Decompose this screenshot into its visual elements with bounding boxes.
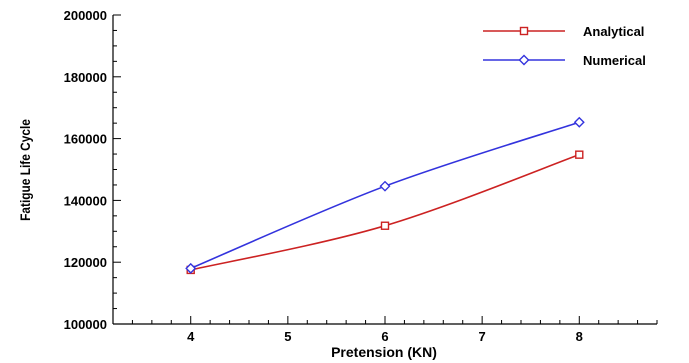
data-point-numerical [185,262,197,274]
series-line-numerical [190,121,580,270]
legend-marker-square [519,26,529,36]
legend-marker-diamond [518,54,530,66]
y-axis-title: Fatigue Life Cycle [17,119,33,221]
y-tick-label: 180000 [64,70,107,85]
series-analytical [186,150,584,275]
legend-item-analytical[interactable]: Analytical [483,24,644,39]
data-point-numerical [573,116,585,128]
x-tick-label: 4 [187,329,195,344]
plot-series [185,116,585,275]
x-tick-label: 7 [479,329,486,344]
x-tick-label: 8 [576,329,583,344]
y-tick-label: 160000 [64,132,107,147]
data-point-analytical [575,150,584,159]
data-point-analytical [380,221,390,230]
y-tick-label: 140000 [64,193,107,208]
legend[interactable]: Analytical Numerical [483,24,646,68]
data-point-numerical [379,180,391,192]
y-tick-label: 100000 [64,317,107,332]
y-tick-label: 200000 [64,8,107,23]
legend-label: Numerical [583,53,646,68]
legend-item-numerical[interactable]: Numerical [483,53,646,68]
x-axis: 4 5 6 7 8 [112,316,658,344]
x-axis-title: Pretension (KN) [331,344,437,360]
series-numerical [185,116,585,274]
x-tick-label: 6 [381,329,388,344]
y-axis: 100000 120000 140000 160000 180000 200000 [64,8,121,332]
x-tick-label: 5 [284,329,291,344]
legend-label: Analytical [583,24,644,39]
y-tick-label: 120000 [64,255,107,270]
series-line-analytical [190,153,580,271]
